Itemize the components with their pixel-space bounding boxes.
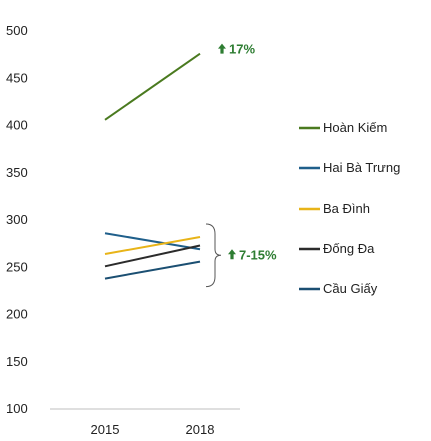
legend-label: Hai Bà Trưng	[323, 160, 400, 175]
legend-item: Hai Bà Trưng	[299, 160, 400, 175]
y-tick-label: 200	[6, 307, 28, 322]
legend-label: Hoàn Kiếm	[323, 120, 387, 135]
x-tick-label: 2015	[91, 422, 120, 437]
series-lines	[104, 52, 201, 280]
legend: Hoàn Kiếm Hai Bà Trưng Ba Đình Đống Đa Cầu G…	[299, 120, 400, 296]
legend-label: Ba Đình	[323, 201, 370, 216]
series-line	[104, 260, 201, 280]
legend-item: Ba Đình	[299, 201, 370, 216]
legend-label: Đống Đa	[323, 241, 375, 256]
y-tick-label: 300	[6, 212, 28, 227]
x-axis: 2015 2018	[50, 408, 240, 437]
x-tick-label: 2018	[186, 422, 215, 437]
y-tick-label: 350	[6, 165, 28, 180]
y-tick-label: 500	[6, 23, 28, 38]
y-tick-label: 400	[6, 118, 28, 133]
series-line	[104, 52, 201, 121]
y-tick-label: 250	[6, 259, 28, 274]
annotations: 17% 7-15%	[205, 42, 277, 288]
series-line	[104, 236, 201, 256]
legend-label: Cầu Giấy	[323, 281, 378, 296]
y-tick-label: 100	[6, 401, 28, 416]
series-line	[104, 244, 201, 268]
y-tick-label: 150	[6, 354, 28, 369]
growth-annotation: 17%	[229, 42, 255, 57]
legend-item: Đống Đa	[299, 241, 375, 256]
up-arrow-icon	[218, 43, 226, 54]
series-line	[104, 232, 201, 251]
legend-item: Cầu Giấy	[299, 281, 378, 296]
legend-item: Hoàn Kiếm	[299, 120, 387, 135]
group-brace	[205, 223, 222, 288]
y-axis: 100 150 200 250 300 350 400 450 500	[6, 23, 28, 416]
y-tick-label: 450	[6, 70, 28, 85]
up-arrow-icon	[228, 249, 236, 260]
growth-range-annotation: 7-15%	[239, 247, 277, 262]
